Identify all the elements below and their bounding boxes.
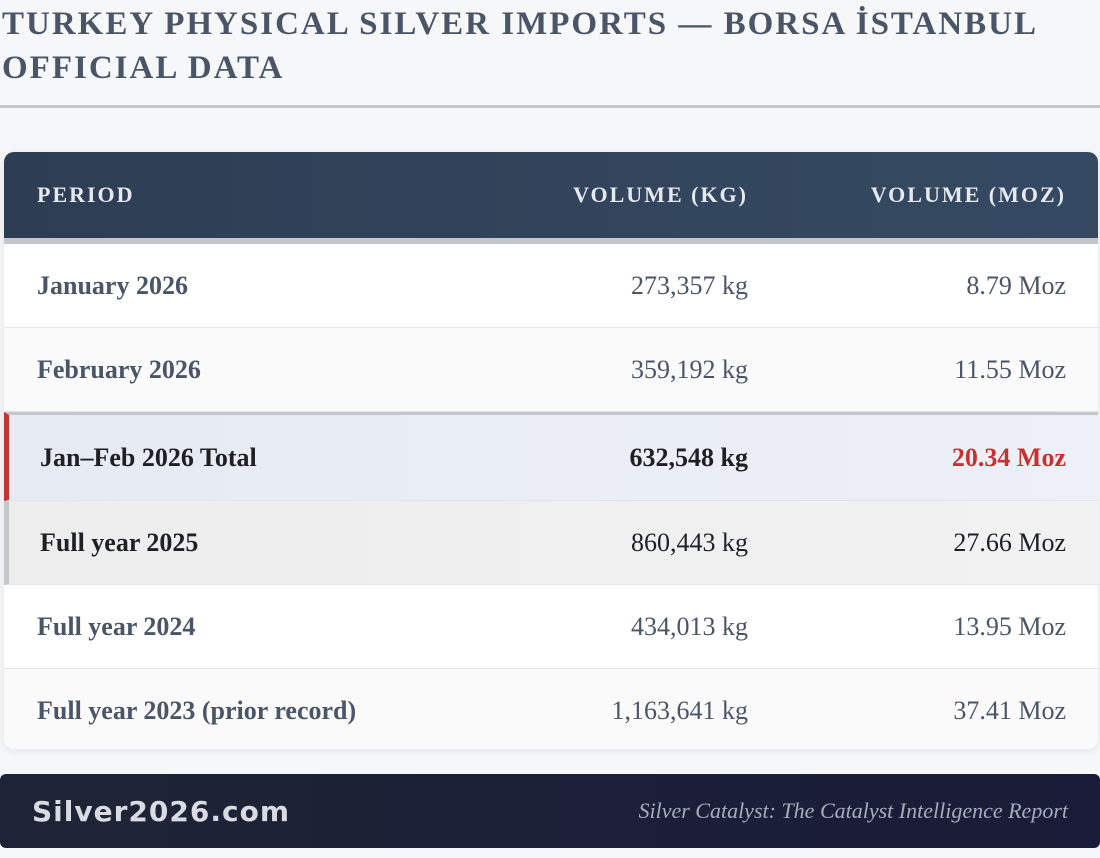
kg-cell: 632,548 kg [629, 442, 748, 472]
moz-cell: 8.79 Moz [966, 270, 1066, 300]
kg-cell: 273,357 kg [631, 270, 748, 300]
period-cell: Full year 2023 (prior record) [37, 695, 357, 725]
kg-cell: 434,013 kg [631, 611, 748, 641]
period-cell: Full year 2024 [37, 611, 196, 641]
table-row-highlight: Full year 2025 860,443 kg 27.66 Moz [4, 501, 1098, 585]
period-cell: Jan–Feb 2026 Total [40, 442, 257, 472]
period-cell: Full year 2025 [40, 527, 199, 557]
moz-cell: 37.41 Moz [953, 695, 1066, 725]
table-row: February 2026 359,192 kg 11.55 Moz [4, 328, 1098, 412]
page-header: TURKEY PHYSICAL SILVER IMPORTS — BORSA İ… [0, 0, 1100, 108]
header-volume-moz: VOLUME (MOZ) [870, 182, 1066, 207]
imports-table: PERIOD VOLUME (KG) VOLUME (MOZ) January … [4, 152, 1098, 749]
page-title: TURKEY PHYSICAL SILVER IMPORTS — BORSA İ… [2, 6, 1037, 86]
table-row: Full year 2024 434,013 kg 13.95 Moz [4, 585, 1098, 669]
brand-logo-text: Silver2026.com [32, 794, 290, 828]
kg-cell: 359,192 kg [631, 354, 748, 384]
footer-tagline: Silver Catalyst: The Catalyst Intelligen… [638, 798, 1068, 823]
kg-cell: 1,163,641 kg [611, 695, 749, 725]
period-cell: January 2026 [37, 270, 188, 300]
table-row: Full year 2023 (prior record) 1,163,641 … [4, 669, 1098, 749]
moz-cell: 27.66 Moz [953, 527, 1066, 557]
moz-cell: 20.34 Moz [951, 442, 1066, 472]
moz-cell: 11.55 Moz [954, 354, 1066, 384]
header-volume-kg: VOLUME (KG) [573, 182, 748, 207]
table-row: January 2026 273,357 kg 8.79 Moz [4, 244, 1098, 328]
header-period: PERIOD [37, 182, 135, 207]
kg-cell: 860,443 kg [631, 527, 748, 557]
moz-cell: 13.95 Moz [953, 611, 1066, 641]
table-header: PERIOD VOLUME (KG) VOLUME (MOZ) [4, 152, 1098, 244]
period-cell: February 2026 [37, 354, 201, 384]
table-row-total: Jan–Feb 2026 Total 632,548 kg 20.34 Moz [4, 412, 1098, 501]
footer-bar: Silver2026.com Silver Catalyst: The Cata… [0, 774, 1100, 848]
